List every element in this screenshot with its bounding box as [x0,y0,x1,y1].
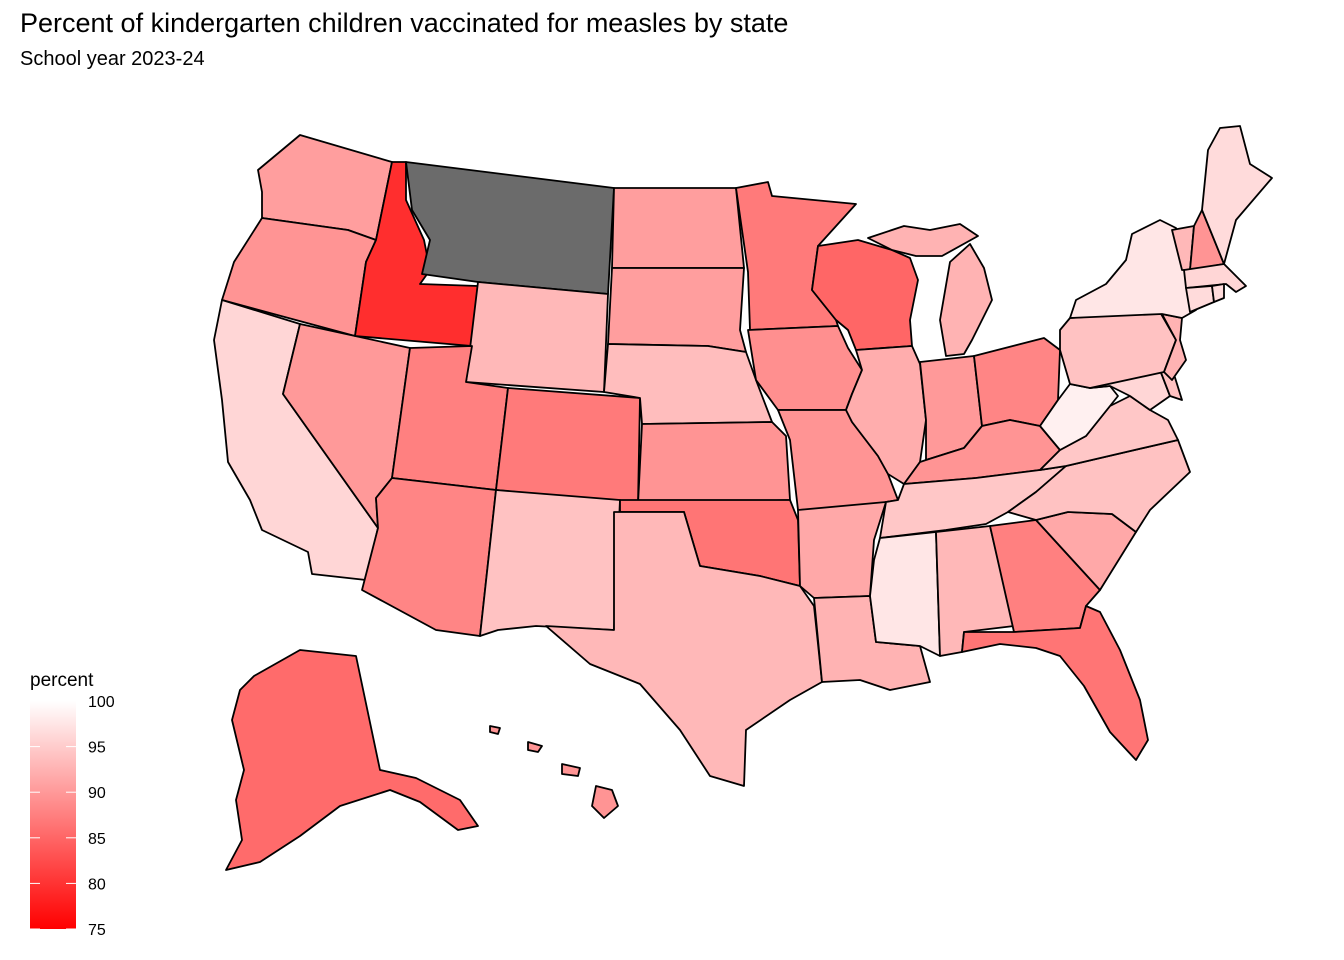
chart-title: Percent of kindergarten children vaccina… [20,8,789,38]
legend-tick-label: 75 [88,922,106,939]
state-mississippi [869,531,941,657]
state-new-mexico [479,489,621,637]
legend-tick-label: 80 [88,876,106,893]
state-north-carolina [1007,439,1191,533]
state-new-york [1069,219,1197,319]
state-connecticut [1185,285,1215,313]
state-florida [961,605,1149,761]
legend-tick-label: 100 [88,694,115,711]
chart-subtitle: School year 2023-24 [20,48,205,70]
state-hawaii-kauai [489,725,501,735]
state-west-virginia [1039,383,1119,451]
color-legend: percent 100 95 90 85 80 75 [30,670,115,939]
legend-tick-label: 95 [88,740,106,757]
state-arizona [361,477,497,637]
state-wisconsin [811,239,919,351]
state-montana [405,161,615,295]
state-wyoming [465,281,609,393]
state-rhode-island [1211,283,1225,303]
state-colorado [495,387,641,505]
legend-tick-label: 85 [88,831,106,848]
state-texas [545,511,823,787]
legend-colorbar [30,701,76,929]
state-maine [1201,125,1273,265]
state-kansas [637,421,791,505]
state-hawaii-maui [561,763,581,777]
state-hawaii-oahu [527,741,543,753]
state-michigan [939,243,993,357]
state-north-dakota [611,187,745,269]
state-south-dakota [607,267,747,353]
legend-ticks: 100 95 90 85 80 75 [30,694,115,939]
legend-title: percent [30,670,94,691]
legend-tick-label: 90 [88,785,106,802]
state-alaska [225,649,479,871]
state-new-jersey [1161,313,1187,381]
state-idaho [354,161,479,347]
state-ohio [973,337,1061,427]
states-layer [213,125,1273,871]
state-hawaii [591,785,619,819]
state-michigan-up [867,223,979,257]
state-iowa [747,325,863,411]
